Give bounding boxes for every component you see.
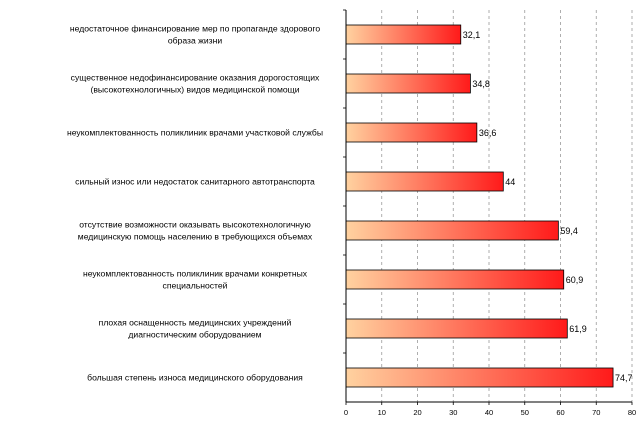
value-label-3: 36,6: [479, 128, 497, 138]
category-label-2-line-2: (высокотехнологичных) видов медицинской …: [90, 85, 299, 95]
category-labels: недостаточное финансирование мер по проп…: [67, 24, 323, 383]
value-label-8: 74,7: [615, 373, 633, 383]
x-tick-label-40: 40: [485, 408, 493, 417]
bar-8: [345, 367, 614, 388]
category-label-5-line-1: отсутствие возможности оказывать высокот…: [79, 220, 311, 230]
category-label-1-line-2: образа жизни: [168, 36, 223, 46]
bar-6: [345, 269, 565, 290]
axes: 0 10 20 30 40 50 60 70 80: [343, 9, 636, 417]
x-tick-label-0: 0: [344, 408, 348, 417]
x-tick-label-70: 70: [592, 408, 600, 417]
value-label-7: 61,9: [569, 324, 587, 334]
value-label-1: 32,1: [463, 30, 481, 40]
value-label-4: 44: [505, 177, 515, 187]
x-tick-label-60: 60: [556, 408, 564, 417]
bar-3: [345, 122, 478, 143]
bar-7: [345, 318, 568, 339]
category-label-6-line-2: специальностей: [163, 281, 228, 291]
category-label-2-line-1: существенное недофинансирование оказания…: [71, 73, 320, 83]
value-label-6: 60,9: [566, 275, 584, 285]
bar-2: [345, 73, 471, 94]
x-tick-label-80: 80: [628, 408, 636, 417]
category-label-7-line-2: диагностическим оборудованием: [128, 330, 261, 340]
bar-1: [345, 24, 462, 45]
gridlines: [381, 10, 633, 402]
category-label-8-line-1: большая степень износа медицинского обор…: [87, 373, 303, 383]
category-label-1-line-1: недостаточное финансирование мер по проп…: [70, 24, 320, 34]
x-tick-label-30: 30: [449, 408, 457, 417]
category-label-3-line-1: неукомплектованность поликлиник врачами …: [67, 128, 323, 138]
category-label-5-line-2: медицинскую помощь населению в требующих…: [78, 232, 313, 242]
bar-4: [345, 171, 504, 192]
bar-5: [345, 220, 559, 241]
category-label-7-line-1: плохая оснащенность медицинских учрежден…: [99, 318, 292, 328]
category-label-6-line-1: неукомплектованность поликлиник врачами …: [83, 269, 308, 279]
value-label-2: 34,8: [472, 79, 490, 89]
x-tick-label-10: 10: [378, 408, 386, 417]
bars: 32,1 34,8 36,6 44 59,4 60,9 61,9 74,7: [345, 24, 633, 388]
x-tick-label-50: 50: [521, 408, 529, 417]
value-label-5: 59,4: [560, 226, 578, 236]
category-label-4-line-1: сильный износ или недостаток санитарного…: [75, 177, 315, 187]
x-tick-label-20: 20: [413, 408, 421, 417]
